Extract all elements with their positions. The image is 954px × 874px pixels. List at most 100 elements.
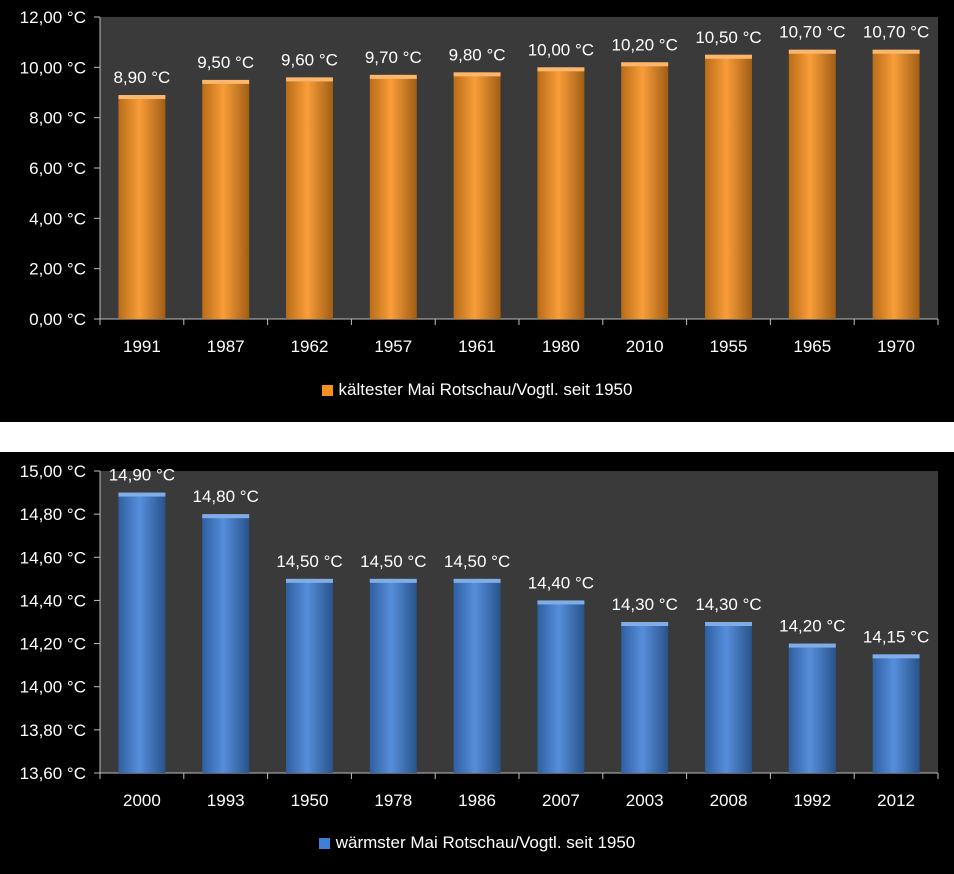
bar-top-bevel <box>537 67 585 72</box>
x-tick-label: 2012 <box>877 791 915 810</box>
legend-swatch-coldest <box>321 385 333 396</box>
bar <box>369 578 417 773</box>
bar-top-bevel <box>202 79 250 84</box>
bar <box>537 600 585 773</box>
bar-top-bevel <box>118 95 166 100</box>
x-tick-label: 1980 <box>542 337 580 356</box>
data-label: 14,20 °C <box>779 617 845 636</box>
y-tick-label: 13,80 °C <box>20 721 86 740</box>
data-label: 14,50 °C <box>444 552 510 571</box>
data-label: 9,70 °C <box>365 48 422 67</box>
data-label: 10,20 °C <box>612 35 678 54</box>
data-label: 10,00 °C <box>528 40 594 59</box>
x-tick-label: 2010 <box>626 337 664 356</box>
data-label: 14,50 °C <box>360 552 426 571</box>
x-tick-label: 1992 <box>793 791 831 810</box>
bar-top-bevel <box>621 622 669 626</box>
data-label: 9,80 °C <box>449 45 506 64</box>
bar <box>286 77 333 320</box>
y-tick-label: 14,60 °C <box>20 548 86 567</box>
bar-top-bevel <box>705 622 752 626</box>
bar <box>202 514 250 773</box>
legend-warmest: wärmster Mai Rotschau/Vogtl. seit 1950 <box>0 833 954 853</box>
bar <box>788 643 836 773</box>
data-label: 14,90 °C <box>109 466 175 485</box>
data-label: 9,60 °C <box>281 50 338 69</box>
bar-top-bevel <box>705 54 752 59</box>
x-tick-label: 1987 <box>207 337 245 356</box>
bar-top-bevel <box>286 77 333 82</box>
bar-top-bevel <box>286 578 333 583</box>
y-tick-label: 12,00 °C <box>20 8 86 27</box>
bar <box>118 492 166 773</box>
y-tick-label: 8,00 °C <box>29 109 86 128</box>
bar-top-bevel <box>453 578 501 583</box>
chart-panel-warmest: 13,60 °C 13,80 °C 14,00 °C 14,20 °C 14,40 °C… <box>0 452 954 874</box>
x-tick-label: 1957 <box>374 337 412 356</box>
legend-coldest: kältester Mai Rotschau/Vogtl. seit 1950 <box>0 380 954 400</box>
legend-label-coldest: kältester Mai Rotschau/Vogtl. seit 1950 <box>338 380 633 399</box>
bar-top-bevel <box>369 578 417 583</box>
y-tick-label: 14,20 °C <box>20 635 86 654</box>
data-label: 8,90 °C <box>113 68 170 87</box>
bar-top-bevel <box>788 643 836 648</box>
data-label: 14,30 °C <box>612 595 678 614</box>
y-tick-label: 14,00 °C <box>20 678 86 697</box>
x-tick-label: 2007 <box>542 791 580 810</box>
x-tick-label: 1962 <box>291 337 329 356</box>
y-tick-label: 14,40 °C <box>20 591 86 610</box>
data-label: 10,70 °C <box>863 23 929 42</box>
bar <box>537 67 585 319</box>
x-tick-label: 1986 <box>458 791 496 810</box>
y-tick-label: 2,00 °C <box>29 260 86 279</box>
data-label: 14,50 °C <box>276 552 342 571</box>
data-label: 14,40 °C <box>528 573 594 592</box>
data-label: 14,15 °C <box>863 627 929 646</box>
x-tick-label: 2000 <box>123 791 161 810</box>
bar <box>453 578 501 773</box>
bar <box>118 95 166 320</box>
x-tick-label: 1970 <box>877 337 915 356</box>
bar-top-bevel <box>369 74 417 79</box>
bar-top-bevel <box>118 492 166 497</box>
y-tick-label: 13,60 °C <box>20 764 86 783</box>
x-tick-label: 2003 <box>626 791 664 810</box>
x-tick-label: 2008 <box>710 791 748 810</box>
y-tick-label: 4,00 °C <box>29 209 86 228</box>
y-tick-label: 0,00 °C <box>29 310 86 329</box>
x-tick-label: 1950 <box>291 791 329 810</box>
x-tick-label: 1978 <box>374 791 412 810</box>
bar <box>705 54 752 319</box>
bar <box>202 79 250 320</box>
bar-top-bevel <box>202 514 250 519</box>
y-tick-label: 10,00 °C <box>20 58 86 77</box>
legend-label-warmest: wärmster Mai Rotschau/Vogtl. seit 1950 <box>335 833 636 852</box>
x-tick-label: 1965 <box>793 337 831 356</box>
bar <box>872 49 920 319</box>
bar-top-bevel <box>453 72 501 77</box>
bar-top-bevel <box>872 49 920 54</box>
y-tick-label: 14,80 °C <box>20 505 86 524</box>
bar <box>621 622 669 773</box>
bar <box>872 654 920 773</box>
chart-coldest-may: 0,00 °C 2,00 °C 4,00 °C 6,00 °C 8,00 °C 10,00… <box>20 8 939 356</box>
x-tick-label: 1961 <box>458 337 496 356</box>
bar <box>788 49 836 319</box>
data-label: 14,80 °C <box>193 487 259 506</box>
x-tick-label: 1993 <box>207 791 245 810</box>
data-label: 9,50 °C <box>197 53 254 72</box>
bar-top-bevel <box>537 600 585 605</box>
chart-panel-coldest: 0,00 °C 2,00 °C 4,00 °C 6,00 °C 8,00 °C 10,00… <box>0 0 954 422</box>
data-label: 10,50 °C <box>695 28 761 47</box>
bar <box>621 62 669 320</box>
y-tick-label: 6,00 °C <box>29 159 86 178</box>
data-label: 14,30 °C <box>695 595 761 614</box>
data-label: 10,70 °C <box>779 23 845 42</box>
bar <box>286 578 333 773</box>
bar-top-bevel <box>788 49 836 54</box>
bar <box>369 74 417 319</box>
x-tick-label: 1991 <box>123 337 161 356</box>
x-tick-label: 1955 <box>710 337 748 356</box>
bar-top-bevel <box>621 62 669 67</box>
chart-warmest-may: 13,60 °C 13,80 °C 14,00 °C 14,20 °C 14,40 °C… <box>20 462 939 810</box>
